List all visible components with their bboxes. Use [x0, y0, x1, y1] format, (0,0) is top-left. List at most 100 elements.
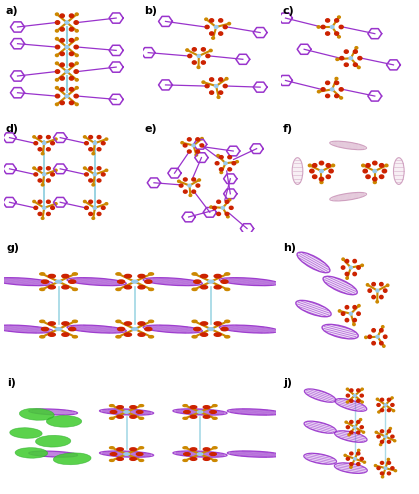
Ellipse shape — [292, 158, 303, 184]
Circle shape — [70, 87, 74, 91]
Circle shape — [89, 212, 93, 215]
Text: c): c) — [283, 6, 295, 16]
Circle shape — [372, 283, 375, 286]
Circle shape — [350, 420, 353, 423]
Circle shape — [380, 472, 384, 475]
Circle shape — [228, 168, 232, 171]
Circle shape — [205, 25, 209, 29]
Circle shape — [75, 79, 78, 81]
Circle shape — [393, 440, 396, 442]
Circle shape — [116, 320, 121, 323]
Circle shape — [326, 19, 330, 22]
Circle shape — [43, 206, 46, 209]
Circle shape — [38, 179, 42, 182]
Circle shape — [110, 411, 117, 413]
Circle shape — [196, 138, 199, 141]
Circle shape — [60, 87, 65, 91]
Circle shape — [357, 266, 360, 269]
Circle shape — [183, 144, 187, 147]
Circle shape — [109, 447, 114, 449]
Circle shape — [93, 142, 96, 145]
Circle shape — [219, 78, 223, 81]
Circle shape — [354, 394, 356, 397]
Circle shape — [109, 405, 114, 407]
Circle shape — [56, 280, 62, 283]
Circle shape — [190, 457, 197, 460]
Circle shape — [326, 94, 330, 98]
Circle shape — [89, 179, 93, 182]
Circle shape — [33, 136, 36, 138]
Circle shape — [212, 447, 217, 449]
Circle shape — [353, 50, 357, 53]
Ellipse shape — [304, 421, 336, 433]
Circle shape — [214, 322, 221, 325]
Circle shape — [215, 162, 219, 165]
Circle shape — [205, 18, 207, 20]
Circle shape — [376, 301, 378, 303]
Ellipse shape — [330, 193, 367, 201]
Ellipse shape — [15, 448, 48, 458]
Circle shape — [382, 169, 387, 173]
Circle shape — [384, 404, 387, 406]
Circle shape — [55, 38, 58, 40]
Circle shape — [85, 142, 88, 145]
Circle shape — [124, 286, 132, 289]
Circle shape — [192, 178, 196, 181]
Circle shape — [350, 400, 353, 402]
Circle shape — [110, 453, 117, 455]
Circle shape — [363, 461, 365, 463]
Text: i): i) — [7, 378, 16, 388]
Circle shape — [105, 203, 108, 205]
Circle shape — [202, 48, 205, 51]
Circle shape — [41, 184, 44, 186]
Ellipse shape — [219, 325, 279, 333]
Circle shape — [366, 284, 369, 286]
Circle shape — [149, 320, 153, 323]
Circle shape — [124, 333, 132, 336]
Circle shape — [225, 78, 228, 80]
Circle shape — [51, 206, 54, 209]
Circle shape — [75, 30, 78, 32]
Circle shape — [355, 46, 358, 49]
Circle shape — [362, 431, 365, 433]
Circle shape — [83, 167, 86, 169]
Circle shape — [383, 345, 385, 347]
Circle shape — [393, 410, 395, 412]
Circle shape — [55, 94, 59, 98]
Circle shape — [47, 200, 50, 204]
Circle shape — [75, 103, 78, 106]
Circle shape — [47, 135, 50, 139]
Circle shape — [92, 217, 95, 219]
Circle shape — [54, 203, 57, 205]
Circle shape — [319, 177, 323, 181]
Circle shape — [75, 54, 78, 56]
Circle shape — [321, 25, 325, 29]
Circle shape — [380, 398, 384, 401]
Circle shape — [360, 418, 362, 420]
Circle shape — [335, 19, 339, 22]
Circle shape — [380, 341, 383, 345]
Circle shape — [83, 201, 86, 203]
Ellipse shape — [143, 278, 202, 286]
Circle shape — [342, 258, 344, 260]
Circle shape — [48, 286, 55, 289]
Circle shape — [201, 137, 203, 140]
Text: b): b) — [144, 6, 157, 16]
Circle shape — [221, 328, 228, 331]
Circle shape — [225, 273, 230, 275]
Circle shape — [74, 94, 78, 98]
Circle shape — [350, 463, 353, 465]
Circle shape — [225, 320, 230, 323]
Circle shape — [220, 156, 223, 159]
Circle shape — [220, 168, 223, 171]
Circle shape — [361, 264, 363, 266]
Circle shape — [344, 63, 348, 66]
Circle shape — [219, 19, 223, 22]
Circle shape — [196, 150, 199, 153]
Circle shape — [75, 38, 78, 40]
Circle shape — [313, 164, 317, 167]
Circle shape — [376, 289, 379, 292]
Text: e): e) — [144, 124, 157, 134]
Circle shape — [194, 280, 201, 284]
Circle shape — [225, 212, 229, 215]
